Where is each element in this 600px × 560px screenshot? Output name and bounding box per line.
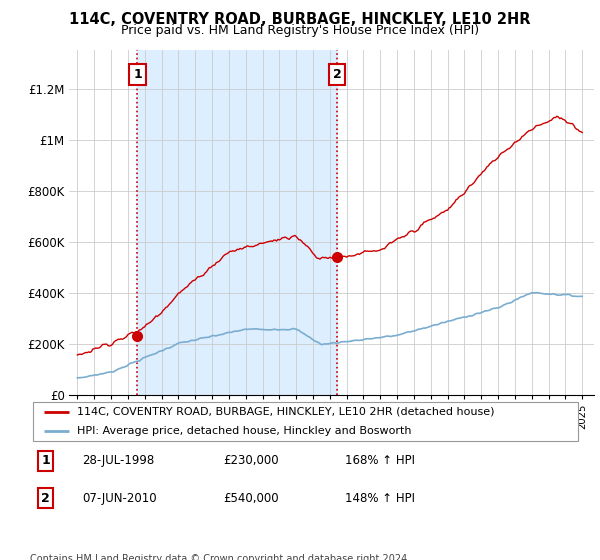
Text: £540,000: £540,000	[223, 492, 279, 505]
Text: 1: 1	[133, 68, 142, 81]
Text: 2: 2	[333, 68, 341, 81]
Text: 148% ↑ HPI: 148% ↑ HPI	[344, 492, 415, 505]
Text: 28-JUL-1998: 28-JUL-1998	[82, 454, 155, 467]
Text: 114C, COVENTRY ROAD, BURBAGE, HINCKLEY, LE10 2HR (detached house): 114C, COVENTRY ROAD, BURBAGE, HINCKLEY, …	[77, 407, 494, 417]
Text: 114C, COVENTRY ROAD, BURBAGE, HINCKLEY, LE10 2HR: 114C, COVENTRY ROAD, BURBAGE, HINCKLEY, …	[69, 12, 531, 27]
Text: £230,000: £230,000	[223, 454, 279, 467]
Text: 07-JUN-2010: 07-JUN-2010	[82, 492, 157, 505]
Text: HPI: Average price, detached house, Hinckley and Bosworth: HPI: Average price, detached house, Hinc…	[77, 426, 412, 436]
FancyBboxPatch shape	[33, 402, 578, 441]
Text: Price paid vs. HM Land Registry's House Price Index (HPI): Price paid vs. HM Land Registry's House …	[121, 24, 479, 36]
Text: 1: 1	[41, 454, 50, 467]
Text: Contains HM Land Registry data © Crown copyright and database right 2024.
This d: Contains HM Land Registry data © Crown c…	[30, 554, 410, 560]
Text: 168% ↑ HPI: 168% ↑ HPI	[344, 454, 415, 467]
Text: 2: 2	[41, 492, 50, 505]
Bar	[137, 50, 337, 395]
